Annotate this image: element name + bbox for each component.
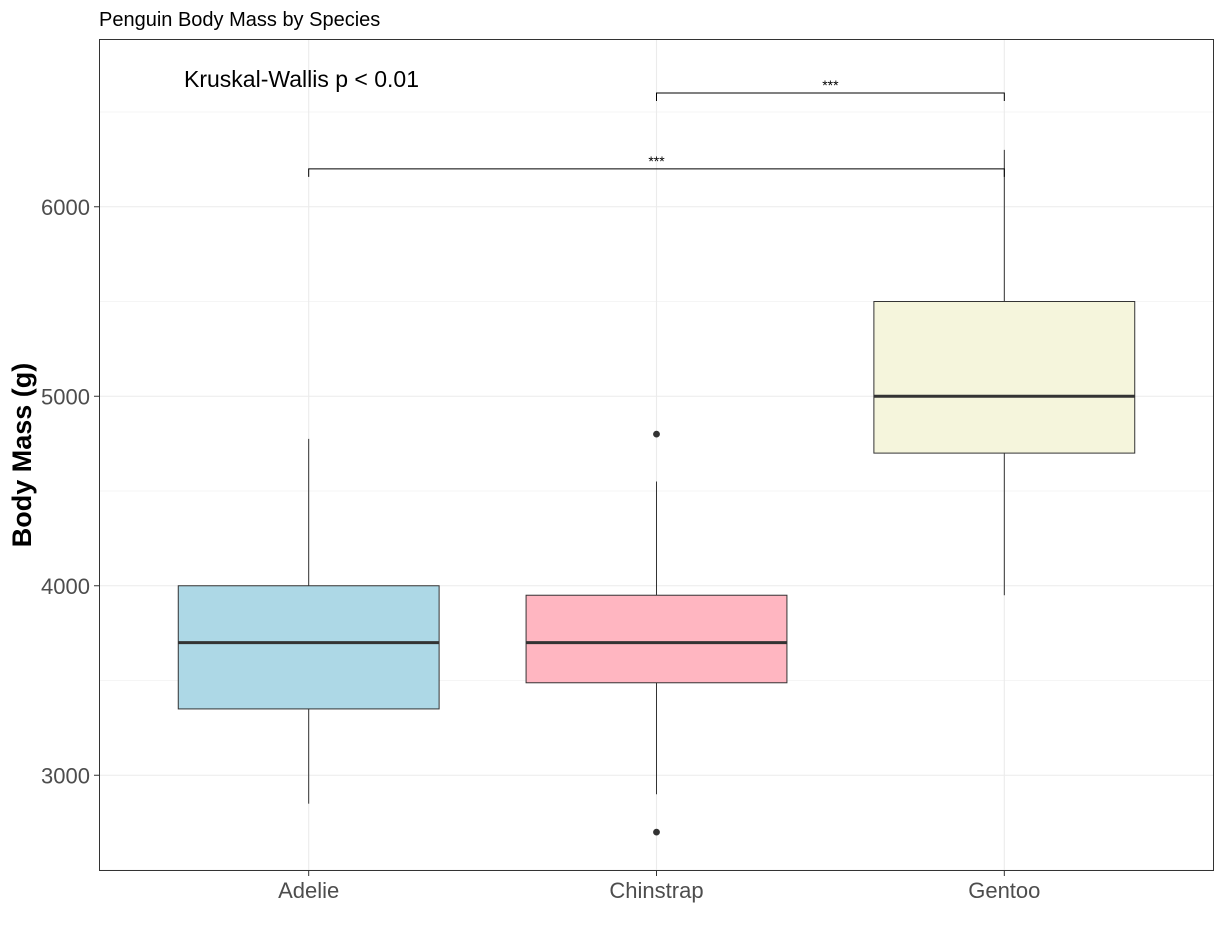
box-iqr-adelie [177,585,440,710]
y-tick-label: 4000 [41,574,90,599]
comparison-bracket-line [308,168,1005,177]
chart-title: Penguin Body Mass by Species [99,9,380,31]
box-layer [177,149,1136,836]
y-tick-label: 3000 [41,763,90,788]
comparison-layer: *** *** [308,77,1005,177]
kruskal-wallis-annotation: Kruskal-Wallis p < 0.01 [184,66,419,92]
comparison-bracket: *** [308,153,1005,177]
box-chinstrap [525,430,788,836]
x-tick-label: Gentoo [968,878,1040,903]
x-tick-label: Chinstrap [609,878,703,903]
y-axis-title: Body Mass (g) [7,363,37,548]
box-iqr-gentoo [873,301,1136,454]
significance-label: *** [822,77,839,93]
significance-label: *** [648,153,665,169]
y-tick-label: 5000 [41,384,90,409]
comparison-bracket: *** [656,77,1005,102]
y-axis: 3000 4000 5000 6000 [41,195,100,788]
comparison-bracket-line [656,92,1005,102]
box-adelie [177,438,440,804]
outlier-point-chinstrap [653,828,660,836]
y-tick-label: 6000 [41,195,90,220]
outlier-point-chinstrap [653,430,660,438]
x-tick-label: Adelie [278,878,339,903]
box-gentoo [873,149,1136,596]
x-axis: Adelie Chinstrap Gentoo [278,870,1040,903]
box-iqr-chinstrap [525,594,788,684]
